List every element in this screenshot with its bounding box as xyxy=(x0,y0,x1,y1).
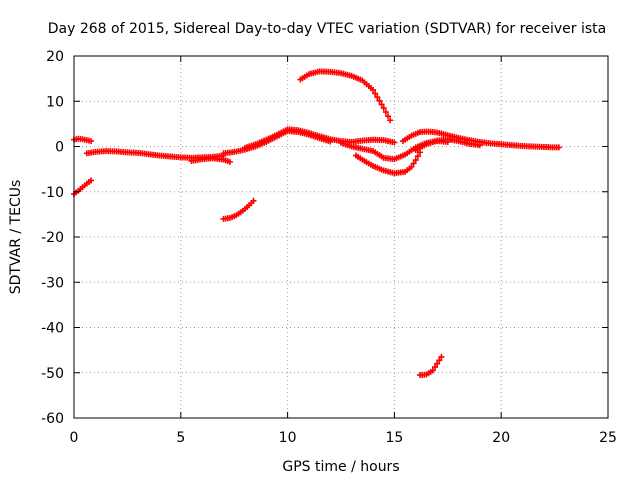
data-point xyxy=(374,94,381,101)
x-axis-label: GPS time / hours xyxy=(282,459,399,475)
series-arc-13 xyxy=(417,353,445,379)
data-point xyxy=(250,197,257,204)
data-points xyxy=(71,68,562,379)
y-tick-label: -20 xyxy=(41,230,64,246)
series-arc-6 xyxy=(241,126,398,151)
data-point xyxy=(226,158,233,165)
series-arc-8 xyxy=(297,68,394,124)
data-point xyxy=(88,138,95,145)
data-point xyxy=(434,360,441,367)
data-point xyxy=(376,97,383,104)
data-point xyxy=(410,160,417,167)
data-point xyxy=(88,177,95,184)
data-point xyxy=(384,113,391,120)
y-tick-label: 20 xyxy=(46,49,64,65)
chart-title: Day 268 of 2015, Sidereal Day-to-day VTE… xyxy=(48,21,606,37)
y-tick-label: -50 xyxy=(41,366,64,382)
series-arc-9 xyxy=(352,149,424,177)
data-point xyxy=(378,101,385,108)
series-arc-3 xyxy=(83,148,227,161)
data-point xyxy=(429,367,436,374)
y-tick-label: -10 xyxy=(41,185,64,201)
y-axis-label: SDTVAR / TECUs xyxy=(8,180,24,295)
series-arc-2 xyxy=(71,177,95,198)
x-tick-label: 15 xyxy=(385,430,403,446)
x-tick-label: 5 xyxy=(176,430,185,446)
x-tick-label: 25 xyxy=(599,430,617,446)
data-point xyxy=(408,163,415,170)
data-point xyxy=(391,139,398,146)
axis-ticks: 0 5 10 15 20 25 -60 -50 -40 -30 -20 -10 0 10 20 xyxy=(41,49,617,446)
data-point xyxy=(412,157,419,164)
x-tick-label: 0 xyxy=(70,430,79,446)
data-point xyxy=(555,144,562,151)
y-tick-label: -60 xyxy=(41,411,64,427)
data-point xyxy=(414,153,421,160)
series-arc-7 xyxy=(220,197,257,222)
data-point xyxy=(370,86,377,93)
data-point xyxy=(380,105,387,112)
data-point xyxy=(438,353,445,360)
x-tick-label: 10 xyxy=(279,430,297,446)
x-tick-label: 20 xyxy=(492,430,510,446)
y-tick-label: 10 xyxy=(46,94,64,110)
series-arc-1 xyxy=(71,135,95,145)
data-point xyxy=(382,109,389,116)
data-point xyxy=(387,117,394,124)
y-tick-label: -40 xyxy=(41,321,64,337)
data-point xyxy=(431,364,438,371)
y-tick-label: -30 xyxy=(41,275,64,291)
data-point xyxy=(372,90,379,97)
y-tick-label: 0 xyxy=(55,140,64,156)
data-point xyxy=(476,142,483,149)
series-arc-12 xyxy=(412,136,483,154)
grid-layer xyxy=(74,56,608,418)
series-arc-4 xyxy=(188,155,233,165)
data-point xyxy=(436,357,443,364)
